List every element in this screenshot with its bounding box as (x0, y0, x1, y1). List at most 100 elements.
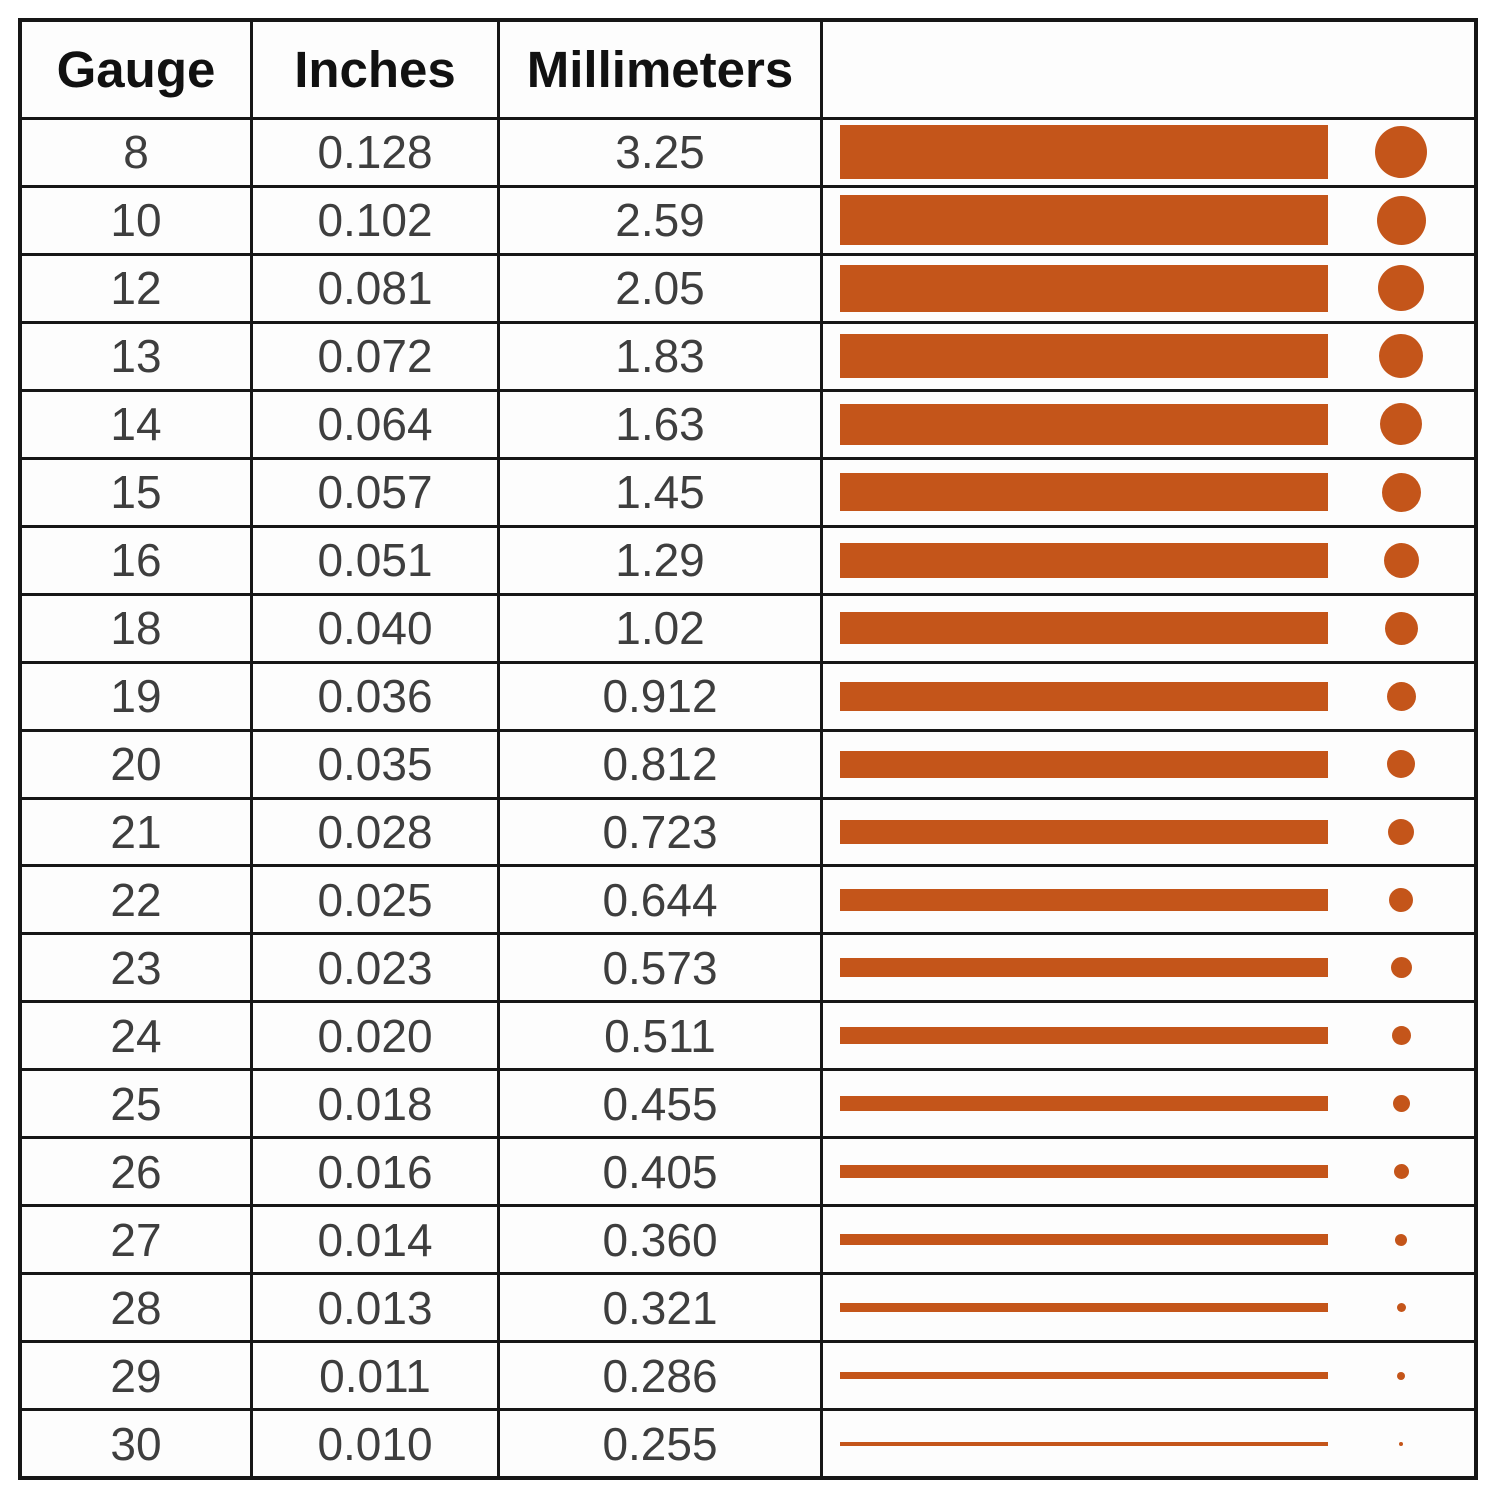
gauge-cell: 8 (22, 120, 253, 185)
wire-dot-wrap (1328, 935, 1474, 1000)
wire-cross-section-dot (1380, 403, 1422, 446)
gauge-cell: 28 (22, 1275, 253, 1341)
wire-thickness-bar (840, 1096, 1328, 1112)
wire-cross-section-dot (1378, 265, 1424, 312)
wire-dot-wrap (1328, 1139, 1474, 1204)
wire-visual-cell (823, 188, 1474, 253)
table-row: 8 0.128 3.25 (22, 117, 1474, 185)
inches-cell: 0.035 (253, 731, 500, 797)
wire-cross-section-dot (1379, 334, 1423, 379)
wire-visual-cell (823, 1003, 1474, 1068)
wire-cross-section-dot (1381, 472, 1421, 512)
mm-cell: 0.286 (500, 1343, 823, 1409)
mm-cell: 0.455 (500, 1071, 823, 1137)
inches-cell: 0.081 (253, 255, 500, 321)
mm-cell: 1.29 (500, 527, 823, 593)
wire-dot-wrap (1328, 120, 1474, 185)
wire-gauge-table: Gauge Inches Millimeters 8 0.128 3.25 10… (18, 18, 1478, 1480)
mm-cell: 0.723 (500, 799, 823, 865)
inches-cell: 0.018 (253, 1071, 500, 1137)
wire-thickness-bar (840, 264, 1328, 312)
inches-cell: 0.010 (253, 1411, 500, 1477)
table-row: 25 0.018 0.455 (22, 1068, 1474, 1137)
inches-cell: 0.102 (253, 187, 500, 253)
table-row: 18 0.040 1.02 (22, 592, 1474, 661)
wire-cross-section-dot (1389, 887, 1413, 912)
wire-visual-cell (823, 120, 1474, 185)
wire-visual-cell (823, 460, 1474, 525)
wire-dot-wrap (1328, 1003, 1474, 1068)
inches-cell: 0.013 (253, 1275, 500, 1341)
table-row: 24 0.020 0.511 (22, 1000, 1474, 1069)
wire-thickness-bar (840, 403, 1328, 445)
wire-dot-wrap (1328, 188, 1474, 253)
gauge-cell: 15 (22, 459, 253, 525)
inches-cell: 0.016 (253, 1139, 500, 1205)
wire-dot-wrap (1328, 1071, 1474, 1136)
gauge-cell: 19 (22, 663, 253, 729)
wire-dot-wrap (1328, 528, 1474, 593)
wire-visual-cell (823, 1071, 1474, 1136)
wire-visual-cell (823, 256, 1474, 321)
inches-cell: 0.011 (253, 1343, 500, 1409)
wire-thickness-bar (840, 1165, 1328, 1179)
wire-thickness-bar (840, 888, 1328, 911)
table-row: 23 0.023 0.573 (22, 932, 1474, 1001)
inches-cell: 0.036 (253, 663, 500, 729)
wire-visual-cell (823, 935, 1474, 1000)
table-row: 16 0.051 1.29 (22, 524, 1474, 593)
gauge-cell: 30 (22, 1411, 253, 1477)
table-row: 15 0.057 1.45 (22, 456, 1474, 525)
inches-cell: 0.064 (253, 391, 500, 457)
wire-dot-wrap (1328, 1343, 1474, 1408)
header-gauge: Gauge (22, 22, 253, 117)
wire-cross-section-dot (1396, 1303, 1406, 1313)
wire-thickness-bar (840, 958, 1328, 978)
wire-thickness-bar (840, 1303, 1328, 1313)
wire-thickness-bar (840, 681, 1328, 711)
gauge-cell: 26 (22, 1139, 253, 1205)
wire-visual-cell (823, 596, 1474, 661)
wire-cross-section-dot (1376, 195, 1426, 245)
inches-cell: 0.051 (253, 527, 500, 593)
table-row: 20 0.035 0.812 (22, 728, 1474, 797)
gauge-cell: 21 (22, 799, 253, 865)
inches-cell: 0.014 (253, 1207, 500, 1273)
wire-cross-section-dot (1383, 542, 1419, 578)
gauge-cell: 22 (22, 867, 253, 933)
wire-visual-cell (823, 732, 1474, 797)
wire-cross-section-dot (1395, 1233, 1407, 1246)
wire-cross-section-dot (1375, 126, 1427, 179)
wire-cross-section-dot (1397, 1371, 1405, 1380)
wire-cross-section-dot (1387, 750, 1415, 779)
table-row: 10 0.102 2.59 (22, 184, 1474, 253)
wire-visual-cell (823, 800, 1474, 865)
wire-cross-section-dot (1386, 681, 1416, 711)
wire-visual-cell (823, 1139, 1474, 1204)
mm-cell: 2.05 (500, 255, 823, 321)
table-row: 22 0.025 0.644 (22, 864, 1474, 933)
gauge-cell: 13 (22, 323, 253, 389)
wire-thickness-bar (840, 1027, 1328, 1045)
mm-cell: 0.573 (500, 935, 823, 1001)
mm-cell: 0.812 (500, 731, 823, 797)
mm-cell: 0.321 (500, 1275, 823, 1341)
wire-cross-section-dot (1392, 1095, 1410, 1113)
wire-visual-cell (823, 1207, 1474, 1272)
inches-cell: 0.057 (253, 459, 500, 525)
wire-thickness-bar (840, 820, 1328, 844)
table-row: 30 0.010 0.255 (22, 1408, 1474, 1477)
wire-visual-cell (823, 324, 1474, 389)
inches-cell: 0.128 (253, 120, 500, 185)
wire-cross-section-dot (1384, 611, 1418, 645)
wire-thickness-bar (840, 1372, 1328, 1380)
table-row: 13 0.072 1.83 (22, 320, 1474, 389)
wire-dot-wrap (1328, 324, 1474, 389)
table-row: 27 0.014 0.360 (22, 1204, 1474, 1273)
table-header-row: Gauge Inches Millimeters (22, 22, 1474, 117)
table-row: 14 0.064 1.63 (22, 388, 1474, 457)
header-millimeters: Millimeters (500, 22, 823, 117)
inches-cell: 0.023 (253, 935, 500, 1001)
wire-dot-wrap (1328, 1207, 1474, 1272)
gauge-cell: 16 (22, 527, 253, 593)
